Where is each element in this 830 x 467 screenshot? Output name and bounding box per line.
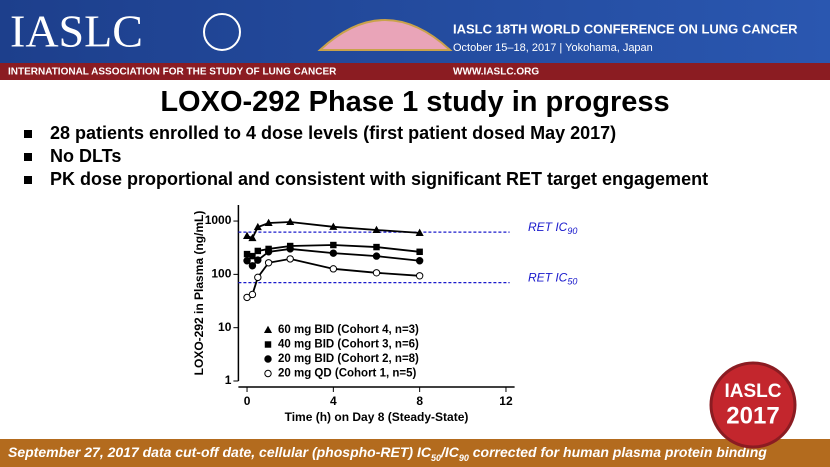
y-axis-label: LOXO-292 in Plasma (ng/mL)	[192, 211, 206, 376]
legend-marker	[264, 369, 272, 378]
badge-name: IASLC	[725, 381, 782, 402]
x-tick-label: 12	[499, 394, 513, 408]
data-point	[373, 243, 380, 251]
website: WWW.IASLC.ORG	[453, 67, 539, 78]
series-line	[246, 257, 420, 299]
data-point	[330, 241, 337, 249]
x-tick-label: 8	[416, 394, 423, 408]
header-strip	[0, 63, 830, 80]
data-point	[329, 222, 338, 230]
legend-marker	[264, 341, 272, 348]
bullet: 28 patients enrolled to 4 dose levels (f…	[24, 123, 616, 144]
data-point	[254, 247, 262, 255]
reference-label-sub: 90	[567, 226, 577, 236]
footer: September 27, 2017 data cut-off date, ce…	[8, 444, 767, 463]
data-point	[329, 265, 338, 273]
data-point	[248, 290, 257, 299]
x-axis-label: Time (h) on Day 8 (Steady-State)	[285, 410, 469, 424]
data-point	[243, 257, 251, 265]
legend-marker	[263, 325, 273, 334]
data-point	[286, 217, 295, 226]
data-point	[372, 252, 381, 260]
data-point	[264, 248, 273, 256]
y-tick-label: 1	[225, 373, 232, 387]
legend-label: 60 mg BID (Cohort 4, n=3)	[278, 324, 419, 336]
x-tick-label: 0	[244, 394, 251, 408]
data-point	[329, 249, 338, 257]
data-point	[415, 272, 424, 280]
reference-label-text: RET IC	[528, 220, 568, 234]
x-tick-label: 4	[330, 394, 337, 408]
data-point	[253, 222, 262, 231]
data-point	[415, 257, 424, 265]
header: IASLC INTERNATIONAL ASSOCIATION FOR THE …	[0, 0, 830, 80]
footer-text: corrected for human plasma protein bindi…	[468, 444, 767, 460]
logo: IASLC	[10, 6, 143, 57]
legend-label: 20 mg BID (Cohort 2, n=8)	[278, 353, 419, 365]
data-point	[286, 245, 294, 253]
bullet: No DLTs	[24, 146, 121, 167]
legend-label: 20 mg QD (Cohort 1, n=5)	[278, 368, 417, 380]
data-point	[249, 252, 256, 260]
footer-band	[0, 439, 830, 467]
y-tick-label: 100	[211, 267, 231, 281]
data-point	[248, 233, 257, 242]
bullet: PK dose proportional and consistent with…	[24, 169, 708, 190]
data-point	[242, 231, 252, 240]
legend-marker	[264, 355, 272, 363]
reference-label-text: RET IC	[528, 271, 568, 285]
slide-title: LOXO-292 Phase 1 study in progress	[160, 86, 670, 118]
data-point	[286, 255, 294, 263]
badge-year: 2017	[726, 402, 779, 429]
badge: IASLC 2017	[709, 361, 797, 449]
reference-label: RET IC90	[528, 220, 577, 236]
footer-text: /IC	[440, 444, 459, 460]
chart: 1 10 100 1000 0 4 8 12 Time (h) on Day 8 (Steady…	[192, 205, 577, 424]
fan-art	[317, 19, 453, 51]
footer-text: September 27, 2017 data cut-off date, ce…	[8, 444, 431, 460]
data-point	[264, 259, 273, 267]
data-point	[264, 218, 273, 227]
y-tick-label: 10	[218, 320, 232, 334]
logo-icon	[203, 13, 241, 51]
data-point	[254, 273, 262, 282]
data-point	[248, 262, 257, 270]
footer-subscript: 90	[458, 452, 469, 463]
dates: October 15–18, 2017 | Yokohama, Japan	[453, 42, 653, 54]
data-point	[415, 228, 424, 236]
association: INTERNATIONAL ASSOCIATION FOR THE STUDY …	[8, 67, 337, 78]
y-tick-label: 1000	[205, 213, 232, 227]
legend-label: 40 mg BID (Cohort 3, n=6)	[278, 339, 419, 351]
data-point	[372, 269, 381, 277]
data-point	[243, 250, 251, 258]
reference-label: RET IC50	[528, 271, 577, 287]
data-point	[372, 225, 381, 234]
footer-subscript: 50	[430, 452, 441, 463]
conference: IASLC 18TH WORLD CONFERENCE ON LUNG CANC…	[453, 21, 798, 36]
data-point	[254, 256, 262, 264]
badge-circle	[709, 361, 797, 449]
reference-label-sub: 50	[567, 277, 577, 287]
data-point	[416, 248, 423, 256]
